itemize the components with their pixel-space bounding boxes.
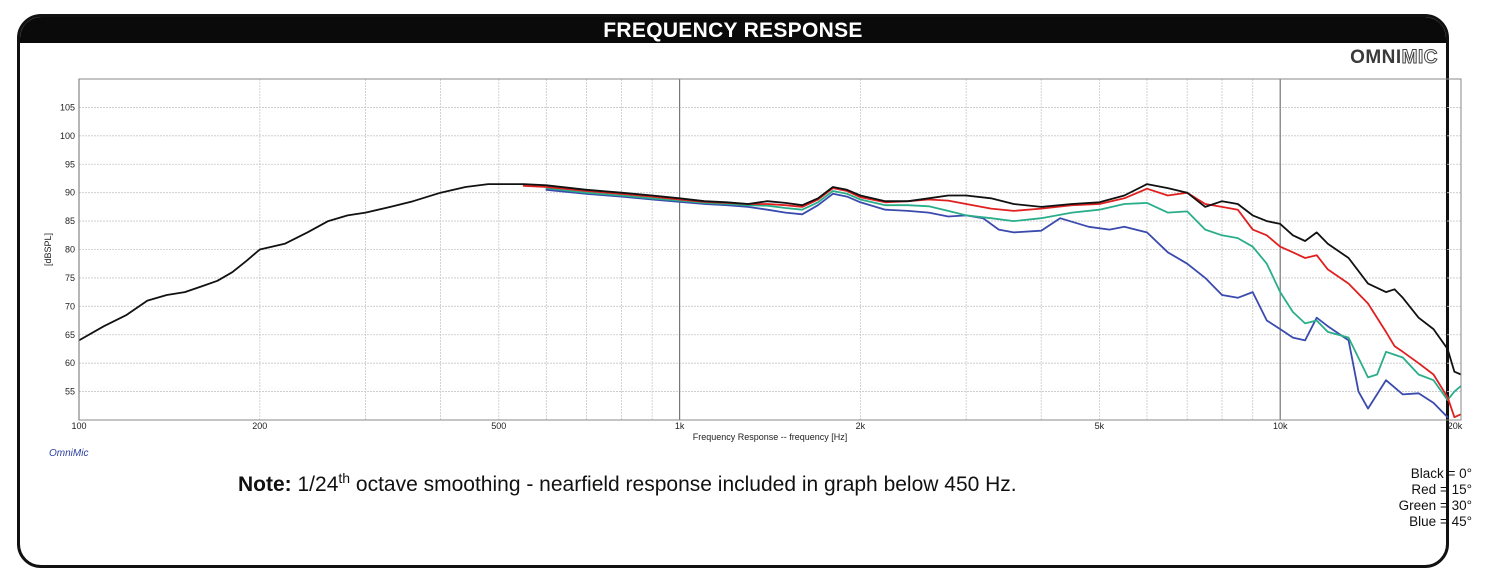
chart-title: FREQUENCY RESPONSE [20,17,1446,43]
angle-legend: Black = 0° Red = 15° Green = 30° Blue = … [1399,466,1472,530]
x-tick-labels: 100 200 500 1k 2k 5k 10k 20k [71,421,1462,431]
y-tick-label: 100 [60,131,75,141]
y-tick-label: 85 [65,216,75,226]
series-0deg-black [79,183,1461,376]
y-axis-label: [dBSPL] [43,233,53,266]
y-tick-label: 95 [65,159,75,169]
x-tick-label: 5k [1095,421,1105,431]
x-tick-label: 100 [71,421,86,431]
minor-grid [79,79,1462,420]
x-tick-label: 1k [675,421,685,431]
chart-frame: FREQUENCY RESPONSE OMNIMIC [17,14,1449,568]
y-tick-label: 65 [65,330,75,340]
legend-black: Black = 0° [1410,466,1472,481]
x-tick-label: 2k [856,421,866,431]
plot-border [78,78,1462,421]
series-45deg-blue [545,188,1449,419]
smoothing-note: Note: 1/24th octave smoothing - nearfiel… [238,470,1017,496]
software-label: OmniMic [49,448,88,459]
y-tick-label: 55 [65,387,75,397]
x-tick-label: 200 [252,421,267,431]
y-tick-labels: 55 60 65 70 75 80 85 90 95 100 105 [60,102,75,396]
y-tick-label: 105 [60,102,75,112]
x-axis-label: Frequency Response -- frequency [Hz] [693,432,848,442]
omnimic-logo: OMNIMIC [1350,47,1438,69]
series-15deg-red [522,184,1461,419]
y-tick-label: 80 [65,245,75,255]
y-tick-label: 70 [65,301,75,311]
x-tick-label: 500 [491,421,506,431]
x-tick-label: 20k [1448,421,1463,431]
x-tick-label: 10k [1273,421,1288,431]
legend-green: Green = 30° [1398,498,1472,513]
legend-red: Red = 15° [1411,482,1472,497]
y-tick-label: 90 [65,188,75,198]
y-tick-label: 75 [65,273,75,283]
legend-blue: Blue = 45° [1409,514,1472,529]
series-30deg-green [545,187,1461,402]
y-tick-label: 60 [65,358,75,368]
series-layer [79,183,1461,419]
